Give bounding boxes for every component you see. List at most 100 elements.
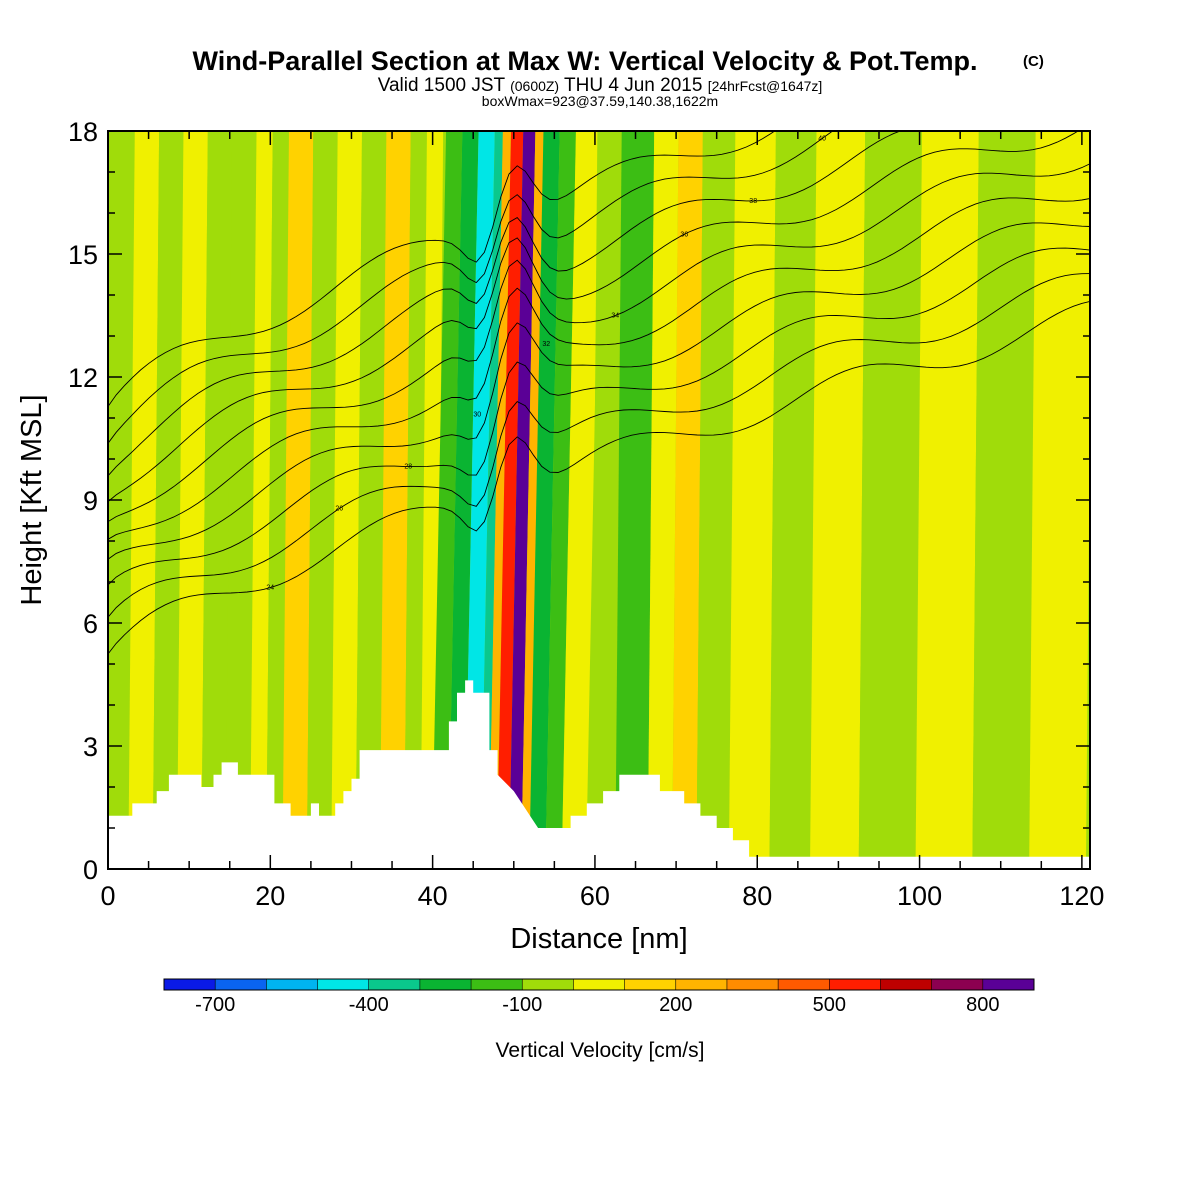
y-tick-label: 18 bbox=[68, 117, 98, 147]
velocity-cell bbox=[250, 131, 273, 869]
colorbar-tick-label: -700 bbox=[195, 994, 235, 1016]
velocity-cell bbox=[404, 131, 427, 869]
colorbar-swatch bbox=[215, 979, 267, 990]
isentrope-label: 34 bbox=[611, 313, 619, 320]
isentrope-line bbox=[108, 247, 1090, 586]
velocity-cell bbox=[496, 131, 524, 869]
colorbar-tick-label: -100 bbox=[502, 994, 542, 1016]
velocity-cell bbox=[858, 131, 923, 869]
velocity-cell bbox=[266, 131, 289, 869]
colorbar-swatch bbox=[164, 979, 216, 990]
velocity-cell bbox=[647, 131, 679, 869]
velocity-cell bbox=[1029, 131, 1090, 869]
isentrope-line bbox=[108, 131, 776, 407]
x-axis: 0 20 40 60 80 100 120 bbox=[100, 131, 1104, 911]
velocity-cell bbox=[176, 131, 208, 869]
colorbar-tick-label: -400 bbox=[349, 994, 389, 1016]
y-tick-label: 12 bbox=[68, 363, 98, 393]
y-tick-label: 0 bbox=[83, 855, 98, 885]
x-axis-label: Distance [nm] bbox=[510, 923, 687, 955]
velocity-cell bbox=[225, 131, 257, 869]
velocity-cell bbox=[696, 131, 736, 869]
velocity-cell bbox=[529, 131, 560, 869]
colorbar-tick-label: 500 bbox=[813, 994, 846, 1016]
velocity-cell bbox=[810, 131, 866, 869]
colorbar: -700 -400 -100 200 500 800 bbox=[163, 978, 1035, 1016]
x-tick-label: 0 bbox=[100, 881, 115, 911]
velocity-cell bbox=[615, 131, 655, 869]
isentrope-label: 30 bbox=[473, 411, 481, 418]
isentrope-line bbox=[108, 300, 1090, 655]
velocity-cell bbox=[331, 131, 363, 869]
colorbar-swatch bbox=[419, 979, 472, 990]
isentrope-label: 38 bbox=[749, 198, 757, 205]
velocity-cell bbox=[545, 131, 576, 869]
y-tick-label: 6 bbox=[83, 609, 98, 639]
velocity-cell bbox=[488, 131, 512, 869]
colorbar-swatch bbox=[675, 979, 728, 990]
velocity-cell bbox=[728, 131, 776, 869]
colorbar-label: Vertical Velocity [cm/s] bbox=[496, 1039, 705, 1062]
colorbar-swatch bbox=[778, 979, 830, 990]
colorbar-swatch bbox=[266, 979, 319, 990]
x-tick-label: 60 bbox=[580, 881, 610, 911]
y-tick-label: 9 bbox=[83, 486, 98, 516]
colorbar-swatch bbox=[471, 979, 523, 990]
isentrope-label: 32 bbox=[542, 341, 550, 348]
y-tick-label: 15 bbox=[68, 240, 98, 270]
x-tick-label: 80 bbox=[742, 881, 772, 911]
colorbar-swatch bbox=[880, 979, 933, 990]
y-tick-label: 3 bbox=[83, 732, 98, 762]
colorbar-swatch bbox=[522, 979, 574, 990]
colorbar-swatch bbox=[368, 979, 421, 990]
velocity-cell bbox=[769, 131, 817, 869]
x-tick-label: 40 bbox=[418, 881, 448, 911]
isentrope-line bbox=[108, 163, 1090, 522]
isentrope-line bbox=[108, 273, 1090, 618]
colorbar-swatch bbox=[624, 979, 677, 990]
velocity-cell bbox=[915, 131, 979, 869]
box-info: boxWmax=923@37.59,140.38,1622m bbox=[482, 93, 718, 109]
isentrope-label: 24 bbox=[266, 585, 274, 592]
velocity-cell bbox=[201, 131, 233, 869]
velocity-cell bbox=[972, 131, 1036, 869]
x-tick-label: 120 bbox=[1059, 881, 1104, 911]
isentrope-label: 28 bbox=[404, 464, 412, 471]
colorbar-swatch bbox=[726, 979, 779, 990]
isentrope-line bbox=[108, 197, 1090, 540]
colorbar-swatch bbox=[317, 979, 370, 990]
isentrope-line bbox=[108, 131, 902, 477]
colorbar-tick-label: 200 bbox=[659, 994, 692, 1016]
velocity-cell bbox=[355, 131, 387, 869]
x-tick-label: 100 bbox=[897, 881, 942, 911]
velocity-cell bbox=[128, 131, 160, 869]
colorbar-swatch bbox=[573, 979, 626, 990]
velocity-cell bbox=[431, 131, 463, 869]
velocity-cell bbox=[282, 131, 314, 869]
colorbar-swatch bbox=[982, 979, 1035, 990]
velocity-cell bbox=[561, 131, 601, 869]
x-tick-label: 20 bbox=[255, 881, 285, 911]
isentrope-label: 36 bbox=[680, 231, 688, 238]
colorbar-swatch bbox=[829, 979, 881, 990]
velocity-cell bbox=[672, 131, 703, 869]
y-axis-label: Height [Kft MSL] bbox=[16, 394, 48, 605]
velocity-cell bbox=[521, 131, 544, 869]
chart-title: Wind-Parallel Section at Max W: Vertical… bbox=[193, 46, 978, 76]
terrain-mask bbox=[108, 680, 1090, 869]
isentrope-line bbox=[108, 131, 834, 444]
colorbar-frame bbox=[163, 978, 1035, 991]
isentrope-line bbox=[108, 131, 1079, 502]
velocity-cell bbox=[590, 131, 622, 869]
isentrope-label: 26 bbox=[335, 506, 343, 513]
isentrope-line bbox=[108, 222, 1090, 560]
colorbar-swatch bbox=[931, 979, 984, 990]
isentrope-label: 40 bbox=[818, 135, 826, 142]
velocity-cell bbox=[379, 131, 411, 869]
colorbar-tick-label: 800 bbox=[966, 994, 999, 1016]
valid-line: Valid 1500 JST (0600Z) THU 4 Jun 2015 [2… bbox=[378, 75, 823, 96]
velocity-cell bbox=[152, 131, 184, 869]
velocity-cell bbox=[508, 131, 536, 869]
